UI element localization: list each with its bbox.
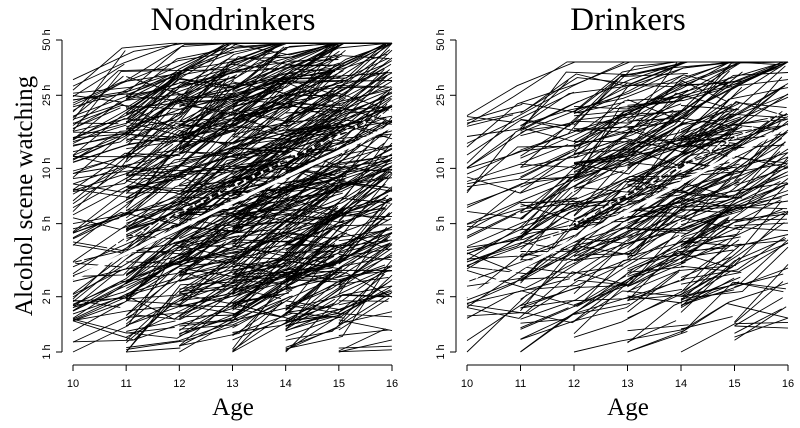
x-tick-label: 10 bbox=[67, 378, 79, 390]
x-tick-label: 16 bbox=[782, 378, 794, 390]
right-panel-title: Drinkers bbox=[570, 2, 686, 38]
x-tick-label: 15 bbox=[728, 378, 740, 390]
x-tick-label: 15 bbox=[333, 378, 345, 390]
mean-trend-solid-line bbox=[72, 124, 393, 281]
x-tick-label: 14 bbox=[675, 378, 687, 390]
y-tick-label: 50 h bbox=[41, 29, 53, 50]
x-tick-label: 10 bbox=[461, 378, 473, 390]
x-tick-label: 12 bbox=[568, 378, 580, 390]
x-tick-label: 12 bbox=[173, 378, 185, 390]
mean-trend-dotted-line bbox=[72, 107, 393, 266]
y-tick-label: 25 h bbox=[435, 85, 447, 106]
y-axis: 1 h 2 h 5 h 10 h 25 h 50 h bbox=[435, 29, 457, 360]
right-x-axis-label: Age bbox=[607, 394, 649, 421]
trajectory-lines bbox=[72, 42, 393, 353]
y-tick-label: 5 h bbox=[41, 216, 53, 231]
x-tick-label: 13 bbox=[226, 378, 238, 390]
panel-nondrinkers: 1 h 2 h 5 h 10 h 25 h 50 h 10 11 12 13 14 15 16 bbox=[41, 29, 398, 390]
y-tick-label: 25 h bbox=[41, 85, 53, 106]
left-panel-title: Nondrinkers bbox=[150, 2, 316, 38]
y-tick-label: 2 h bbox=[435, 289, 447, 304]
mean-trend-solid-line bbox=[466, 124, 789, 299]
y-tick-label: 10 h bbox=[435, 158, 447, 179]
y-tick-label: 2 h bbox=[41, 289, 53, 304]
x-tick-label: 13 bbox=[621, 378, 633, 390]
panel-drinkers: 1 h 2 h 5 h 10 h 25 h 50 h 10 11 12 13 14 15 16 bbox=[435, 29, 794, 390]
y-tick-label: 1 h bbox=[435, 344, 447, 359]
x-tick-label: 16 bbox=[386, 378, 398, 390]
x-axis: 10 11 12 13 14 15 16 bbox=[67, 364, 398, 390]
x-tick-label: 11 bbox=[515, 378, 526, 390]
x-axis: 10 11 12 13 14 15 16 bbox=[461, 364, 794, 390]
y-tick-label: 50 h bbox=[435, 29, 447, 50]
y-tick-label: 10 h bbox=[41, 158, 53, 179]
y-tick-label: 5 h bbox=[435, 216, 447, 231]
x-tick-label: 11 bbox=[120, 378, 131, 390]
y-tick-label: 1 h bbox=[41, 344, 53, 359]
x-tick-label: 14 bbox=[280, 378, 292, 390]
left-x-axis-label: Age bbox=[212, 394, 254, 421]
y-axis: 1 h 2 h 5 h 10 h 25 h 50 h bbox=[41, 29, 63, 360]
mean-trend-dotted-line bbox=[466, 107, 789, 284]
trajectory-lines bbox=[466, 61, 789, 353]
